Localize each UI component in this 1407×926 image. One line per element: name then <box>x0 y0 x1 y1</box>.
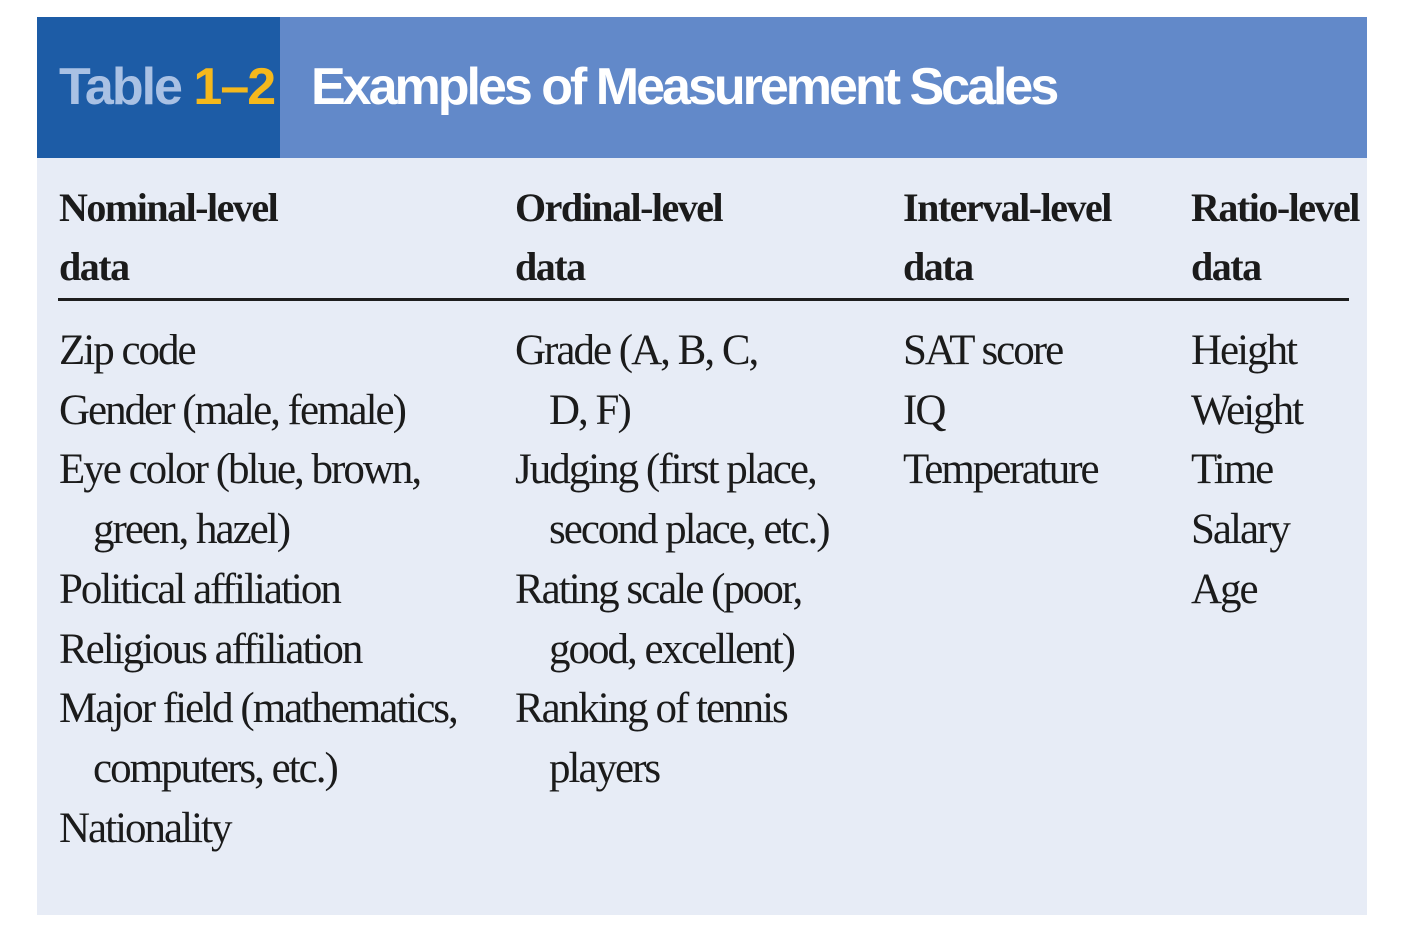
header-divider <box>58 298 1349 301</box>
table-title: Examples of Measurement Scales <box>311 58 1059 116</box>
column-header-line: Ordinal-level <box>515 185 724 230</box>
column-header-line: Interval-level <box>903 185 1112 230</box>
list-item-continuation: computers, etc.) <box>93 744 339 792</box>
table-number-label: Table 1–2 <box>59 55 276 119</box>
column-header-ratio: Ratio-level data <box>1191 178 1360 296</box>
list-item: Weight <box>1191 386 1304 434</box>
list-item: Religious affiliation <box>59 625 363 673</box>
column-interval: SAT score IQ Temperature <box>903 321 1100 500</box>
column-header-nominal: Nominal-level data <box>59 178 279 296</box>
list-item-continuation: D, F) <box>549 386 632 434</box>
list-item: Time <box>1191 446 1274 494</box>
column-ratio: Height Weight Time Salary Age <box>1191 321 1304 620</box>
list-item-continuation: good, excellent) <box>549 625 796 673</box>
list-item-continuation: second place, etc.) <box>549 506 831 554</box>
list-item: Gender (male, female) <box>59 386 407 434</box>
list-item: Temperature <box>903 446 1100 494</box>
column-nominal: Zip code Gender (male, female) Eye color (… <box>59 321 459 858</box>
column-header-line: data <box>59 244 130 289</box>
list-item: Ranking of tennis <box>515 685 789 733</box>
column-ordinal: Grade (A, B, C, D, F) Judging (first place… <box>515 321 831 799</box>
column-header-line: data <box>515 244 586 289</box>
list-item: Grade (A, B, C, <box>515 327 759 374</box>
column-header-line: data <box>1191 244 1262 289</box>
column-header-line: Nominal-level <box>59 185 279 230</box>
list-item: Judging (first place, <box>515 446 818 494</box>
list-item: Eye color (blue, brown, <box>59 446 422 494</box>
list-item: Rating scale (poor, <box>515 565 803 613</box>
list-item: Age <box>1191 565 1259 613</box>
column-header-line: data <box>903 244 974 289</box>
table-label-block: Table 1–2 <box>37 17 280 158</box>
table-word: Table <box>59 58 183 116</box>
measurement-scales-table: Table 1–2 Examples of Measurement Scales… <box>37 17 1367 915</box>
list-item-continuation: green, hazel) <box>93 506 291 554</box>
list-item-continuation: players <box>549 744 661 792</box>
list-item: Zip code <box>59 327 197 374</box>
column-header-interval: Interval-level data <box>903 178 1112 296</box>
list-item: Salary <box>1191 506 1291 554</box>
list-item: SAT score <box>903 327 1064 374</box>
list-item: Major field (mathematics, <box>59 685 459 733</box>
table-number: 1–2 <box>193 58 276 116</box>
column-header-ordinal: Ordinal-level data <box>515 178 724 296</box>
column-header-line: Ratio-level <box>1191 185 1360 230</box>
list-item: Political affiliation <box>59 565 342 613</box>
table-header-bar: Table 1–2 Examples of Measurement Scales <box>37 17 1367 158</box>
list-item: IQ <box>903 386 946 434</box>
list-item: Nationality <box>59 804 232 852</box>
list-item: Height <box>1191 327 1298 374</box>
